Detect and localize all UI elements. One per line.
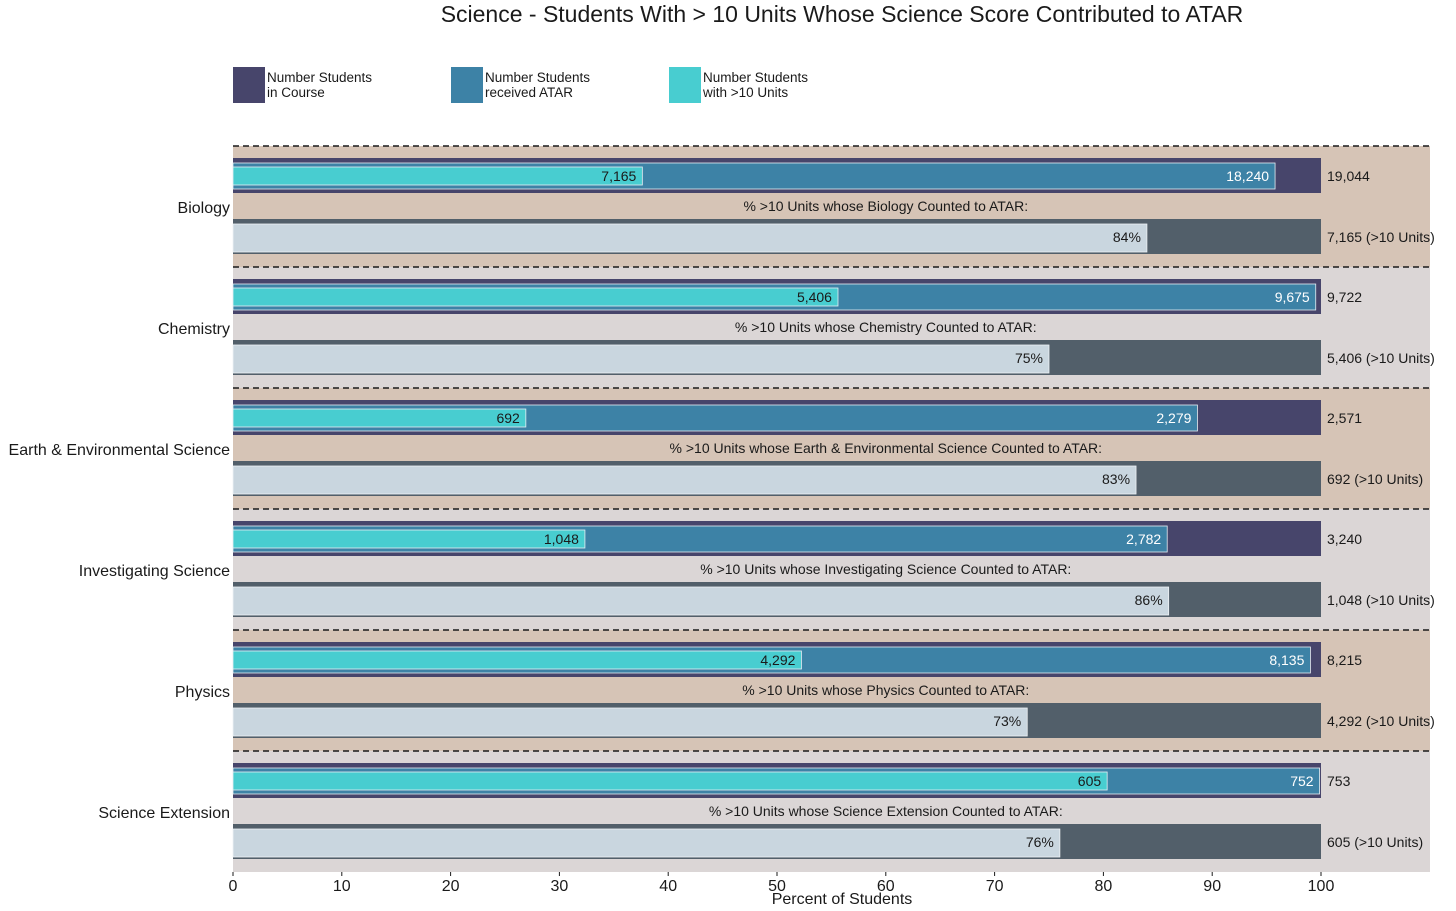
x-tick-label: 80 <box>1095 878 1113 895</box>
legend-label-line1: Number Students <box>703 70 808 85</box>
bar-units-label: 4,292 <box>760 652 795 668</box>
bar-units-label: 7,165 <box>601 168 636 184</box>
units-right-label: 1,048 (>10 Units) <box>1327 592 1435 608</box>
bar-units-label: 5,406 <box>797 289 832 305</box>
bar-pct-label: 84% <box>1113 229 1141 245</box>
bar-atar-label: 18,240 <box>1226 168 1269 184</box>
bar-course-label: 9,722 <box>1327 289 1362 305</box>
bar-pct-label: 86% <box>1135 592 1163 608</box>
units-right-label: 692 (>10 Units) <box>1327 471 1423 487</box>
bar-course-label: 2,571 <box>1327 410 1362 426</box>
legend-label-line1: Number Students <box>485 70 590 85</box>
category-label: Earth & Environmental Science <box>9 442 231 459</box>
bar-pct-fill <box>232 465 1137 495</box>
pct-caption: % >10 Units whose Chemistry Counted to A… <box>735 319 1037 335</box>
bar-pct-fill <box>232 586 1170 616</box>
units-right-label: 7,165 (>10 Units) <box>1327 229 1435 245</box>
x-tick-label: 50 <box>768 878 786 895</box>
x-axis-label: Percent of Students <box>772 891 913 908</box>
bar-pct-fill <box>232 828 1061 858</box>
x-tick-label: 20 <box>442 878 460 895</box>
bar-atar-label: 9,675 <box>1275 289 1310 305</box>
bar-atar-label: 8,135 <box>1269 652 1304 668</box>
x-tick-label: 90 <box>1203 878 1221 895</box>
x-axis: 0 10 20 30 40 50 60 70 80 90 100 <box>229 872 1335 895</box>
category-label: Chemistry <box>158 321 230 338</box>
pct-caption: % >10 Units whose Science Extension Coun… <box>709 803 1063 819</box>
x-tick-label: 30 <box>551 878 569 895</box>
x-tick-label: 100 <box>1308 878 1335 895</box>
bar-course-label: 753 <box>1327 773 1351 789</box>
bar-units-label: 1,048 <box>544 531 579 547</box>
units-right-label: 605 (>10 Units) <box>1327 834 1423 850</box>
units-right-label: 5,406 (>10 Units) <box>1327 350 1435 366</box>
bar-atar-label: 752 <box>1290 773 1314 789</box>
legend-label-line1: Number Students <box>267 70 372 85</box>
x-tick-label: 0 <box>229 878 238 895</box>
bar-atar-label: 2,279 <box>1156 410 1191 426</box>
legend-label-line2: received ATAR <box>485 85 573 100</box>
pct-caption: % >10 Units whose Biology Counted to ATA… <box>743 198 1028 214</box>
bar-pct-label: 83% <box>1102 471 1130 487</box>
bar-pct-label: 73% <box>993 713 1021 729</box>
x-tick-label: 10 <box>333 878 351 895</box>
bar-pct-label: 75% <box>1015 350 1043 366</box>
category-label: Biology <box>178 200 230 217</box>
category-label: Investigating Science <box>79 563 230 580</box>
category-label: Physics <box>175 684 230 701</box>
bar-units <box>232 287 839 307</box>
bar-course-label: 19,044 <box>1327 168 1370 184</box>
bar-units <box>232 529 586 549</box>
x-tick-label: 60 <box>877 878 895 895</box>
bar-course-label: 8,215 <box>1327 652 1362 668</box>
bar-units <box>232 771 1108 791</box>
bar-units <box>232 166 643 186</box>
pct-caption: % >10 Units whose Physics Counted to ATA… <box>742 682 1029 698</box>
bar-units-label: 692 <box>496 410 520 426</box>
legend-swatch <box>233 67 265 103</box>
bar-course-label: 3,240 <box>1327 531 1362 547</box>
x-tick-label: 40 <box>659 878 677 895</box>
bar-pct-fill <box>232 707 1028 737</box>
category-label: Science Extension <box>98 805 230 822</box>
bar-units <box>232 408 527 428</box>
pct-caption: % >10 Units whose Investigating Science … <box>700 561 1071 577</box>
legend-swatch <box>669 67 701 103</box>
legend-label-line2: with >10 Units <box>702 85 788 100</box>
bar-units-label: 605 <box>1078 773 1102 789</box>
pct-caption: % >10 Units whose Earth & Environmental … <box>670 440 1103 456</box>
x-tick-label: 70 <box>986 878 1004 895</box>
chart-title: Science - Students With > 10 Units Whose… <box>441 1 1244 27</box>
legend-swatch <box>451 67 483 103</box>
bar-pct-fill <box>232 223 1148 253</box>
legend-label-line2: in Course <box>267 85 325 100</box>
chart-marks: Biology 18,240 7,165 19,044 % >10 Units whos… <box>9 158 1435 859</box>
units-right-label: 4,292 (>10 Units) <box>1327 713 1435 729</box>
bar-units <box>232 650 802 670</box>
bar-atar-label: 2,782 <box>1126 531 1161 547</box>
bar-pct-fill <box>232 344 1050 374</box>
bar-pct-label: 76% <box>1026 834 1054 850</box>
